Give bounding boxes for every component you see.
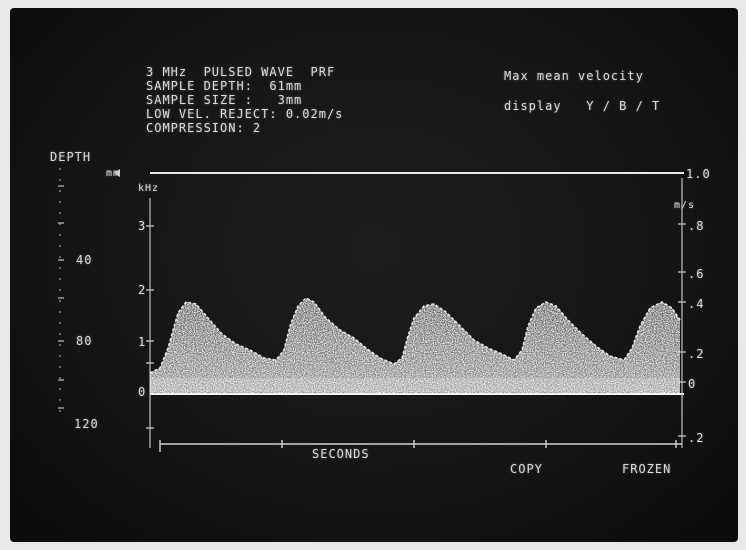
- depth-unit: mm: [106, 168, 121, 179]
- info-line-frequency: 3 MHz PULSED WAVE PRF: [146, 65, 336, 79]
- khz-label-2: 2: [138, 283, 147, 297]
- doppler-spectrum-display: [58, 168, 686, 452]
- max-mean-velocity-title: Max mean velocity: [504, 69, 644, 83]
- khz-unit: kHz: [138, 183, 160, 194]
- info-line-sample-size: SAMPLE SIZE : 3mm: [146, 93, 303, 107]
- left-scale-ticks: [146, 225, 154, 429]
- depth-label-120: 120: [74, 417, 99, 431]
- info-line-sample-depth: SAMPLE DEPTH: 61mm: [146, 79, 303, 93]
- ms-unit: m/s: [674, 200, 696, 211]
- ms-label-0.2: .2: [688, 347, 705, 361]
- ms-label-top: 1.0: [686, 167, 711, 181]
- waveform-baseline-band: [150, 378, 680, 392]
- spectral-waveform: [149, 297, 681, 394]
- ms-label-0.6: .6: [688, 267, 705, 281]
- monitor-screen: 3 MHz PULSED WAVE PRF SAMPLE DEPTH: 61mm…: [10, 8, 738, 542]
- depth-marker-icon: [114, 169, 120, 177]
- display-mode: display Y / B / T: [504, 99, 661, 113]
- frozen-label: FROZEN: [622, 462, 672, 476]
- ms-label-neg-0.2: .2: [688, 431, 705, 445]
- khz-label-3: 3: [138, 219, 147, 233]
- waveform-speckle: [150, 298, 680, 394]
- seconds-axis-label: SECONDS: [312, 447, 370, 461]
- copy-label[interactable]: COPY: [510, 462, 543, 476]
- ms-label-0: 0: [688, 377, 697, 391]
- depth-label-80: 80: [76, 334, 93, 348]
- ms-label-0.4: .4: [688, 297, 705, 311]
- ms-label-0.8: .8: [688, 219, 705, 233]
- waveform-envelope: [149, 297, 681, 374]
- khz-label-1: 1: [138, 335, 147, 349]
- time-axis-ticks: [159, 440, 677, 452]
- info-line-compression: COMPRESSION: 2: [146, 121, 262, 135]
- depth-title: DEPTH: [50, 150, 92, 164]
- depth-ticks: [58, 185, 64, 409]
- khz-label-0: 0: [138, 385, 147, 399]
- depth-label-40: 40: [76, 253, 93, 267]
- info-line-low-vel-reject: LOW VEL. REJECT: 0.02m/s: [146, 107, 344, 121]
